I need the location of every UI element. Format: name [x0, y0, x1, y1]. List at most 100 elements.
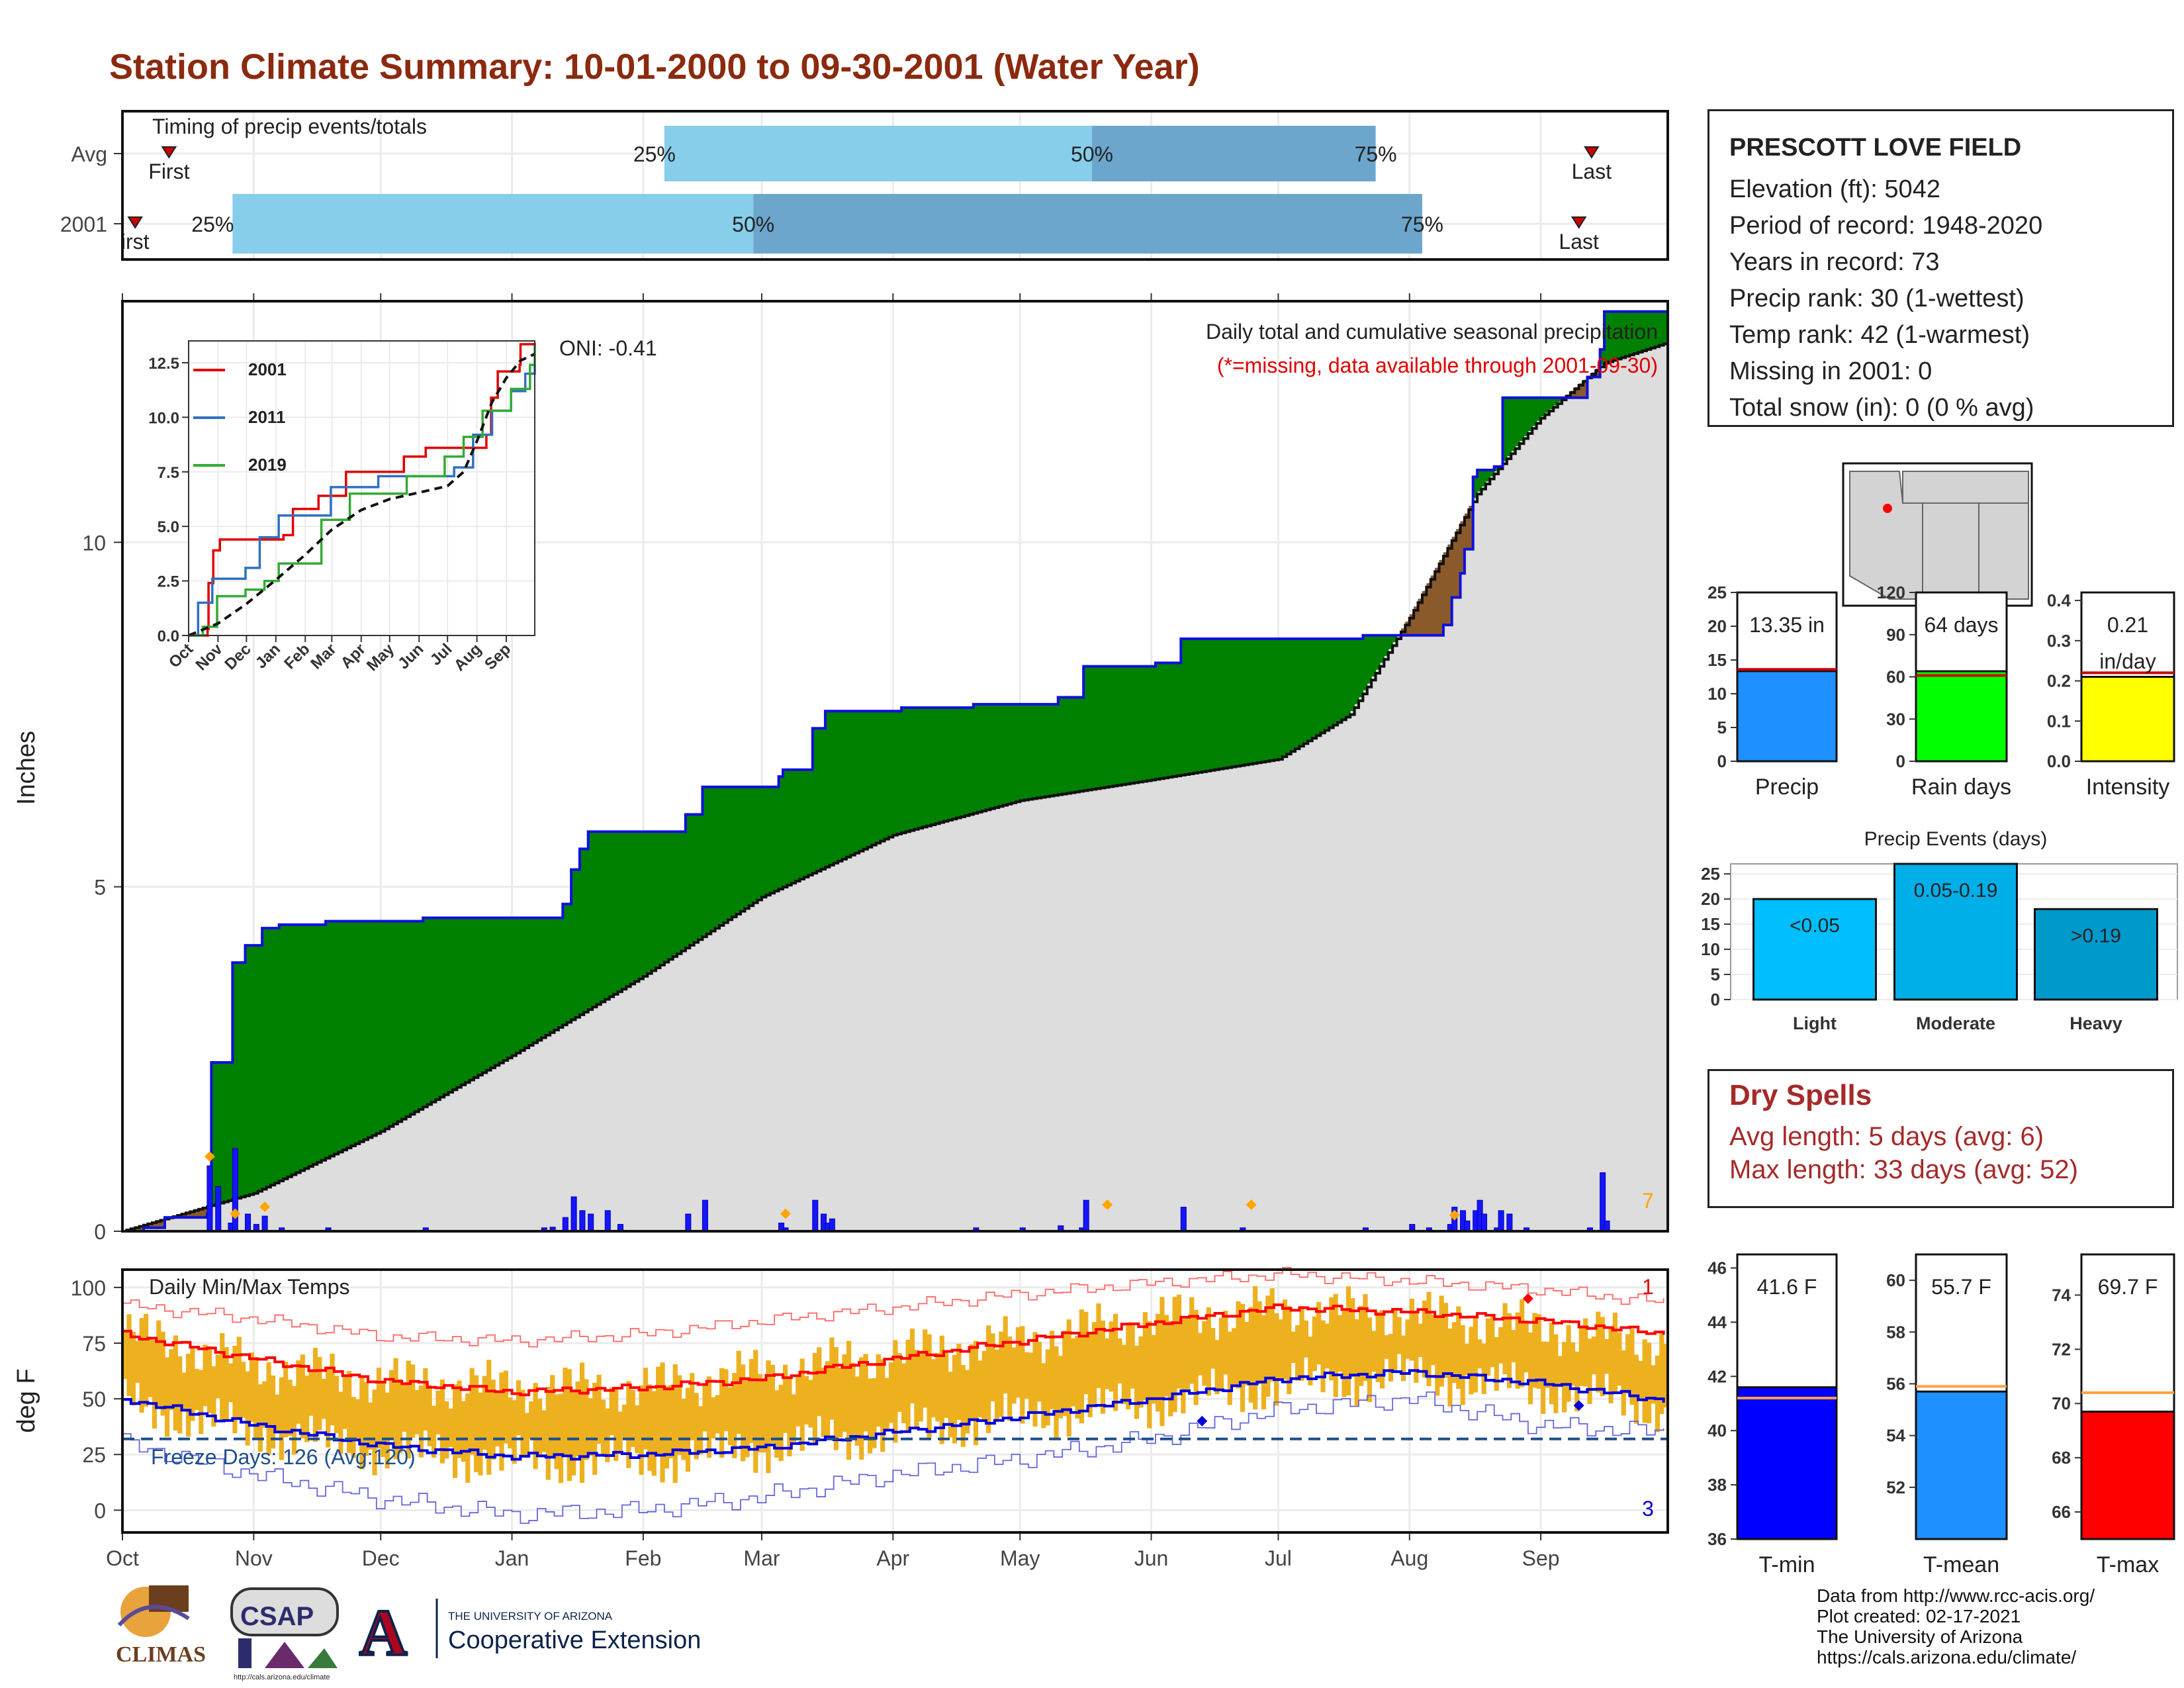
surplus-fill — [1473, 477, 1478, 498]
surplus-fill — [1269, 638, 1275, 761]
deficit-fill — [156, 1221, 161, 1228]
daily-temp-band — [499, 1372, 504, 1471]
deficit-fill — [181, 1213, 187, 1218]
surplus-fill — [385, 921, 390, 1128]
surplus-fill — [1359, 638, 1363, 698]
surplus-fill — [909, 708, 915, 830]
small-chart-bar — [1736, 670, 1838, 763]
daily-temp-band — [736, 1350, 741, 1434]
timeline-q50-label: 50% — [1071, 142, 1113, 166]
daily-temp-band — [609, 1387, 614, 1436]
inset-ytick-label: 5.0 — [158, 518, 179, 536]
surplus-fill — [796, 769, 801, 880]
heavy-event-diamond — [1246, 1199, 1257, 1210]
daily-temp-band — [1460, 1325, 1465, 1405]
daily-temp-band — [1481, 1343, 1486, 1395]
small-chart-tick-label: 10 — [1707, 684, 1727, 704]
daily-temp-band — [1058, 1356, 1063, 1419]
daily-temp-band — [275, 1394, 280, 1433]
surplus-fill — [1524, 397, 1529, 436]
daily-temp-band — [914, 1350, 919, 1429]
surplus-fill — [1388, 635, 1393, 649]
small-chart-tick-label: 40 — [1707, 1421, 1727, 1440]
timeline-q50-q75-bar — [1091, 126, 1376, 181]
surplus-fill — [842, 711, 847, 859]
daily-temp-band — [651, 1391, 657, 1476]
timeline-last-marker — [1570, 216, 1587, 229]
small-chart-tick-label: 54 — [1886, 1426, 1905, 1446]
small-chart-title: Precip — [1755, 774, 1819, 800]
surplus-fill — [685, 814, 690, 947]
surplus-fill — [1240, 638, 1245, 765]
daily-temp-band — [1282, 1299, 1288, 1380]
daily-temp-band — [630, 1389, 635, 1447]
surplus-fill — [888, 711, 893, 837]
surplus-fill — [1287, 638, 1292, 753]
surplus-fill — [664, 831, 669, 961]
daily-temp-band — [774, 1390, 780, 1458]
surplus-fill — [1011, 704, 1017, 803]
surplus-fill — [994, 704, 999, 808]
daily-temp-band — [156, 1320, 161, 1409]
daily-temp-band — [143, 1313, 149, 1407]
daily-precip-bar — [829, 1218, 835, 1232]
surplus-fill — [1282, 638, 1287, 756]
precip-events-bar-label: >0.19 — [2071, 925, 2121, 947]
daily-temp-band — [1430, 1315, 1435, 1366]
daily-temp-band — [1214, 1340, 1220, 1395]
daily-temp-band — [770, 1364, 775, 1444]
daily-temp-band — [1562, 1342, 1567, 1413]
surplus-fill — [1189, 638, 1195, 774]
daily-temp-band — [723, 1369, 729, 1432]
daily-temp-band — [381, 1380, 386, 1457]
daily-temp-band — [177, 1356, 183, 1434]
surplus-fill — [1303, 638, 1308, 743]
surplus-fill — [381, 921, 386, 1131]
daily-temp-band — [1138, 1336, 1144, 1408]
timeline-q50-q75-bar — [753, 194, 1422, 254]
daily-temp-band — [1502, 1303, 1508, 1375]
small-chart-tick-label: 46 — [1707, 1258, 1727, 1278]
surplus-fill — [402, 921, 407, 1118]
daily-temp-band — [1604, 1338, 1610, 1374]
record-marker — [1522, 1293, 1533, 1304]
daily-temp-band — [338, 1391, 343, 1454]
surplus-fill — [1367, 635, 1372, 684]
surplus-fill — [1295, 638, 1300, 748]
daily-temp-band — [960, 1365, 966, 1447]
surplus-fill — [1308, 638, 1313, 740]
surplus-fill — [1181, 638, 1186, 775]
inset-legend-label: 2011 — [248, 407, 285, 427]
daily-temp-band — [711, 1397, 716, 1439]
surplus-fill — [1054, 704, 1059, 795]
small-chart-value: 0.21 — [2107, 613, 2148, 637]
surplus-fill — [1214, 638, 1220, 770]
daily-temp-band — [181, 1372, 187, 1411]
precip-events-tick-label: 25 — [1701, 864, 1720, 884]
daily-temp-band — [414, 1389, 420, 1434]
surplus-fill — [1007, 704, 1013, 804]
daily-temp-band — [1511, 1330, 1516, 1362]
daily-temp-band — [503, 1370, 508, 1444]
small-bar-chart-5: 52 54 56 58 60 T-mean 55.7 F — [1886, 1253, 2008, 1577]
surplus-fill — [880, 711, 886, 841]
daily-temp-band — [1185, 1317, 1190, 1393]
surplus-fill — [732, 786, 737, 916]
daily-temp-band — [418, 1385, 424, 1458]
daily-temp-band — [508, 1397, 513, 1449]
surplus-fill — [592, 831, 598, 1006]
daily-temp-band — [326, 1367, 331, 1448]
station-missing: Missing in 2001: 0 — [1729, 357, 1933, 385]
ua-mark: A — [359, 1596, 407, 1669]
surplus-fill — [321, 924, 326, 1160]
daily-temp-band — [1172, 1297, 1177, 1413]
daily-temp-band — [1248, 1307, 1253, 1403]
map-state-tx — [1978, 502, 2029, 600]
timeline-first-marker — [127, 216, 143, 229]
daily-temp-band — [257, 1384, 263, 1452]
surplus-fill — [224, 1062, 229, 1201]
daily-temp-band — [1134, 1345, 1140, 1419]
daily-temp-band — [1227, 1331, 1232, 1405]
daily-temp-band — [592, 1383, 598, 1476]
small-chart-tick-label: 42 — [1707, 1366, 1727, 1386]
